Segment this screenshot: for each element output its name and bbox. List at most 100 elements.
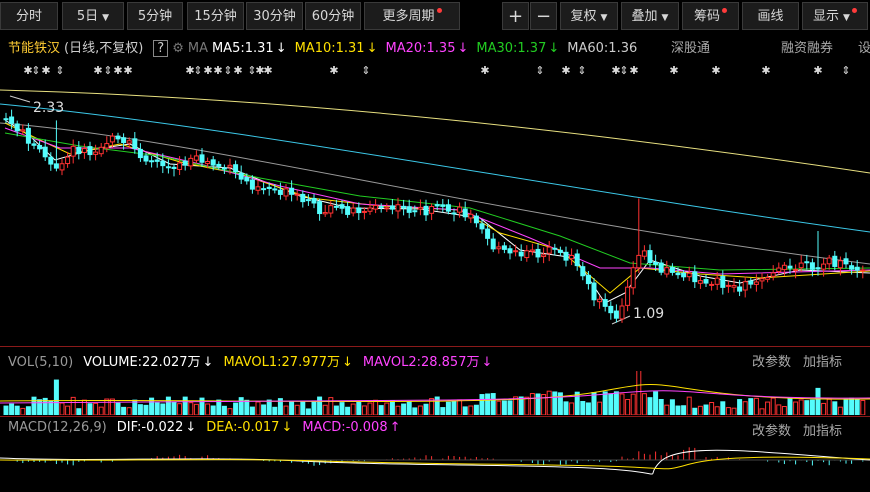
candle-body xyxy=(781,264,787,271)
period-button[interactable]: 更多周期 xyxy=(364,2,460,30)
button-label: 15分钟 xyxy=(194,9,237,24)
action-link[interactable]: 改参数 xyxy=(752,424,792,439)
volume-bar xyxy=(165,396,171,415)
ma-long xyxy=(0,103,870,233)
candle-body xyxy=(653,261,659,265)
volume-bar xyxy=(849,397,855,415)
period-button[interactable]: 5日 ▼ xyxy=(62,2,124,30)
volume-bar xyxy=(406,401,412,415)
volume-bar xyxy=(143,404,149,415)
ma-arrow: ↓ xyxy=(366,41,378,56)
action-link[interactable]: 加指标 xyxy=(803,355,843,370)
candle-body xyxy=(776,267,782,273)
low-label: 1.09 xyxy=(633,306,664,322)
event-marker: ✱ xyxy=(813,64,822,77)
candle-body xyxy=(171,166,177,169)
volume-bar xyxy=(574,391,580,415)
candle-body xyxy=(205,160,211,165)
volume-bar xyxy=(597,401,603,415)
button-label: 更多周期 xyxy=(382,9,435,24)
period: (日线,不复权) xyxy=(64,41,144,56)
help[interactable]: ? xyxy=(153,40,169,57)
volume-bar xyxy=(333,405,339,415)
volume-bar xyxy=(182,396,188,415)
zoom-button[interactable]: − xyxy=(530,2,557,30)
event-marker: ✱ xyxy=(41,64,50,77)
candle-body xyxy=(569,255,575,260)
volume-bar xyxy=(748,398,754,415)
volume-bar xyxy=(177,403,183,415)
volume-bar xyxy=(154,402,160,415)
action-link[interactable]: 改参数 xyxy=(752,355,792,370)
header-link[interactable]: 融资融券 xyxy=(781,37,834,56)
volume-bar xyxy=(669,399,675,415)
tool-button[interactable]: 画线 xyxy=(742,2,799,30)
event-marker: ✱ xyxy=(611,64,620,77)
volume-bar xyxy=(87,403,93,415)
volume-bar xyxy=(697,405,703,415)
volume-bar xyxy=(765,401,771,415)
volume-bar xyxy=(171,401,177,415)
volume-bar xyxy=(221,405,227,415)
candle-body xyxy=(854,266,860,271)
zoom-button[interactable]: + xyxy=(502,2,529,30)
ma-long xyxy=(0,122,870,265)
period-button[interactable]: 60分钟 xyxy=(305,2,361,30)
stock-name: 节能铁汉 xyxy=(8,41,61,56)
candle-body xyxy=(216,163,222,167)
candle-body xyxy=(787,265,793,269)
header-link[interactable]: 设 xyxy=(858,37,870,56)
action-link[interactable]: 加指标 xyxy=(803,424,843,439)
period-button[interactable]: 分时 xyxy=(0,2,58,30)
volume-bar xyxy=(490,393,496,415)
volume-bar xyxy=(737,399,743,415)
volume-bar xyxy=(3,405,9,415)
period-button[interactable]: 15分钟 xyxy=(187,2,244,30)
candle-body xyxy=(389,205,395,210)
volume-bar xyxy=(339,402,345,415)
candle-body xyxy=(367,207,373,212)
macd-name: MACD(12,26,9) xyxy=(8,420,107,435)
candle-body xyxy=(350,207,356,214)
indicator-arrow: ↑ xyxy=(389,420,401,435)
volume-bar xyxy=(703,404,709,415)
volume-bar xyxy=(457,399,463,415)
volume-bar xyxy=(569,402,575,415)
candle-body xyxy=(681,272,687,278)
volume-bar xyxy=(322,404,328,415)
candle-body xyxy=(406,206,412,213)
volume-bar xyxy=(384,402,390,415)
ma-value: MA5:1.31 xyxy=(211,41,274,56)
macd-legend: MACD(12,26,9) DIF:-0.022 ↓ DEA:-0.017 ↓ MACD:… xyxy=(0,420,870,439)
candle-body xyxy=(53,163,59,169)
header-link[interactable]: 深股通 xyxy=(671,37,711,56)
tool-button[interactable]: 叠加 ▼ xyxy=(621,2,679,30)
volume-bar xyxy=(205,403,211,415)
volume-bar xyxy=(255,401,261,415)
volume-bar xyxy=(126,407,132,415)
volume-bar xyxy=(9,403,15,415)
candle-body xyxy=(641,250,647,257)
volume-bar xyxy=(681,405,687,415)
tool-button[interactable]: 显示 ▼ xyxy=(802,2,868,30)
tool-button[interactable]: 复权 ▼ xyxy=(560,2,618,30)
period-button[interactable]: 30分钟 xyxy=(246,2,303,30)
indicator-value: VOLUME:22.027万 xyxy=(83,355,201,370)
period-button[interactable]: 5分钟 xyxy=(127,2,183,30)
candle-body xyxy=(143,155,149,162)
volume-bar xyxy=(216,399,222,415)
volume-bar xyxy=(692,407,698,415)
candle-body xyxy=(748,280,754,285)
volume-bar xyxy=(20,407,26,415)
gear[interactable]: ⚙ xyxy=(172,41,184,56)
candle-body xyxy=(669,267,675,273)
candle-body xyxy=(361,210,367,213)
tool-button[interactable]: 筹码 xyxy=(682,2,739,30)
candle-body xyxy=(837,260,843,269)
candle-body xyxy=(149,160,155,163)
volume-bar xyxy=(429,398,435,415)
candle-body xyxy=(221,167,227,170)
candle-body xyxy=(412,210,418,213)
candle-body xyxy=(770,272,776,277)
volume-chart xyxy=(0,371,870,415)
